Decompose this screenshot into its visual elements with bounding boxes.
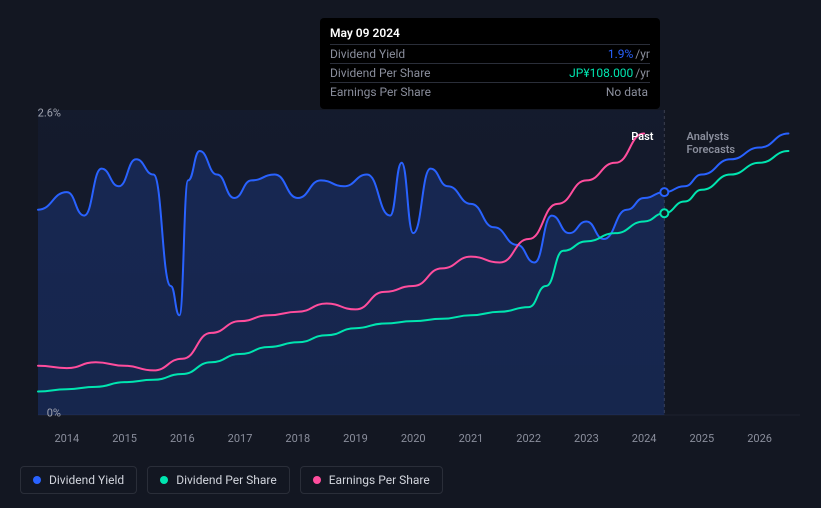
period-label-past: Past	[631, 130, 653, 143]
tooltip-label: Dividend Per Share	[330, 66, 431, 80]
legend-dot-icon	[160, 476, 168, 484]
tooltip-value: JP¥108.000	[569, 66, 633, 80]
x-axis-label: 2024	[632, 432, 657, 445]
chart-legend: Dividend Yield Dividend Per Share Earnings…	[20, 466, 443, 494]
legend-label: Earnings Per Share	[329, 473, 430, 487]
x-axis-label: 2023	[574, 432, 599, 445]
legend-label: Dividend Per Share	[176, 473, 277, 487]
legend-item[interactable]: Dividend Per Share	[147, 466, 290, 494]
x-axis-label: 2018	[285, 432, 310, 445]
legend-item[interactable]: Earnings Per Share	[300, 466, 443, 494]
legend-dot-icon	[33, 476, 41, 484]
x-axis-label: 2017	[228, 432, 253, 445]
tooltip-label: Dividend Yield	[330, 47, 405, 61]
x-axis-label: 2021	[459, 432, 484, 445]
x-axis-label: 2025	[689, 432, 714, 445]
tooltip-row: Dividend Per Share JP¥108.000/yr	[330, 63, 650, 82]
tooltip-unit: /yr	[635, 66, 650, 80]
tooltip-row: Dividend Yield 1.9%/yr	[330, 44, 650, 63]
x-axis-label: 2014	[54, 432, 79, 445]
x-axis: 2014 2015 2016 2017 2018 2019 2020 2021 2022 2023…	[20, 432, 800, 452]
x-axis-label: 2016	[170, 432, 195, 445]
tooltip-unit: /yr	[635, 47, 650, 61]
chart-svg	[20, 110, 800, 420]
period-label-forecast: Analysts Forecasts	[686, 130, 762, 156]
tooltip-row: Earnings Per Share No data	[330, 82, 650, 101]
x-axis-label: 2026	[747, 432, 772, 445]
x-axis-label: 2020	[401, 432, 426, 445]
legend-label: Dividend Yield	[49, 473, 124, 487]
x-axis-label: 2015	[112, 432, 137, 445]
x-axis-label: 2019	[343, 432, 368, 445]
legend-dot-icon	[313, 476, 321, 484]
tooltip-label: Earnings Per Share	[330, 85, 431, 99]
chart-tooltip: May 09 2024 Dividend Yield 1.9%/yr Divid…	[320, 18, 660, 109]
y-axis-label-min: 0%	[21, 407, 61, 420]
legend-item[interactable]: Dividend Yield	[20, 466, 137, 494]
x-axis-label: 2022	[516, 432, 541, 445]
y-axis-label-max: 2.6%	[21, 107, 61, 120]
tooltip-value: 1.9%	[608, 47, 633, 61]
period-labels: PastAnalysts Forecasts	[20, 130, 800, 150]
tooltip-value: No data	[606, 85, 648, 99]
chart-area[interactable]	[20, 110, 800, 420]
tooltip-date: May 09 2024	[330, 26, 650, 40]
